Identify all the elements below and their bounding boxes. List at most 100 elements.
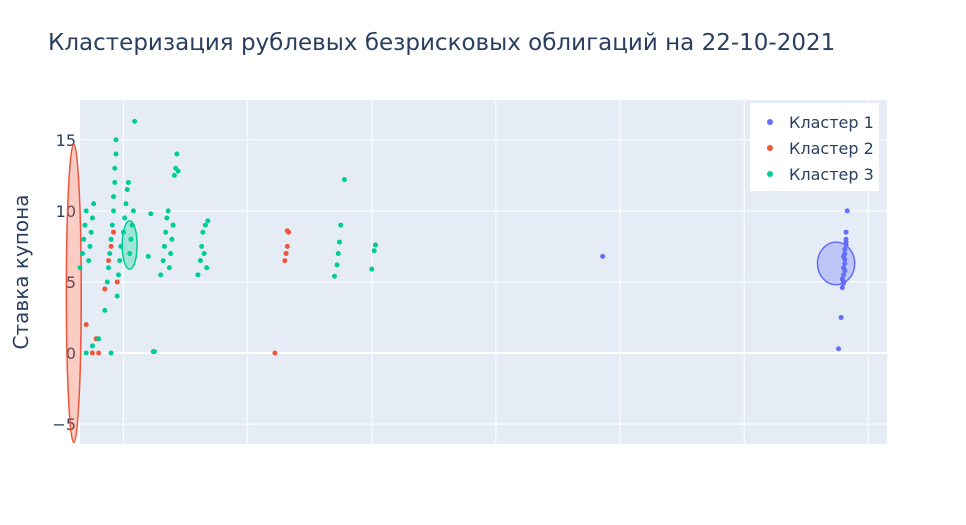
data-point-cluster-1 bbox=[842, 260, 848, 266]
data-point-cluster-1 bbox=[838, 314, 844, 320]
data-point-cluster-3 bbox=[158, 272, 164, 278]
legend-item-cluster3[interactable]: Кластер 3 bbox=[767, 165, 874, 184]
data-point-cluster-3 bbox=[117, 258, 123, 264]
data-point-cluster-3 bbox=[169, 236, 175, 242]
data-point-cluster-3 bbox=[83, 350, 89, 356]
data-point-cluster-3 bbox=[341, 177, 347, 183]
legend[interactable]: Кластер 1 Кластер 2 Кластер 3 bbox=[750, 103, 879, 191]
data-point-cluster-3 bbox=[205, 218, 211, 224]
data-point-cluster-2 bbox=[89, 350, 95, 356]
data-point-cluster-2 bbox=[111, 229, 117, 235]
data-point-cluster-3 bbox=[171, 172, 177, 178]
data-point-cluster-1 bbox=[839, 276, 845, 282]
legend-item-cluster1[interactable]: Кластер 1 bbox=[767, 113, 874, 132]
data-point-cluster-3 bbox=[369, 266, 375, 272]
data-point-cluster-3 bbox=[129, 222, 135, 228]
data-point-cluster-3 bbox=[115, 272, 121, 278]
data-point-cluster-3 bbox=[204, 265, 210, 271]
legend-label-cluster2: Кластер 2 bbox=[789, 139, 874, 158]
legend-item-cluster2[interactable]: Кластер 2 bbox=[767, 139, 874, 158]
data-point-cluster-2 bbox=[96, 350, 102, 356]
data-point-cluster-3 bbox=[87, 243, 93, 249]
data-point-cluster-3 bbox=[170, 222, 176, 228]
data-point-cluster-3 bbox=[148, 211, 154, 217]
data-point-cluster-3 bbox=[201, 251, 207, 257]
data-point-cluster-2 bbox=[114, 279, 120, 285]
chart-title: Кластеризация рублевых безрисковых облиг… bbox=[48, 30, 835, 56]
data-points bbox=[77, 118, 850, 356]
data-point-cluster-2 bbox=[284, 243, 290, 249]
y-tick-label: 5 bbox=[66, 273, 76, 292]
legend-marker-cluster1 bbox=[767, 119, 773, 125]
data-point-cluster-3 bbox=[132, 118, 138, 124]
data-point-cluster-1 bbox=[839, 285, 845, 291]
data-point-cluster-2 bbox=[108, 243, 114, 249]
data-point-cluster-1 bbox=[841, 272, 847, 278]
data-point-cluster-3 bbox=[175, 168, 181, 174]
data-point-cluster-3 bbox=[108, 350, 114, 356]
data-point-cluster-3 bbox=[89, 215, 95, 221]
data-point-cluster-3 bbox=[130, 208, 136, 214]
data-point-cluster-3 bbox=[108, 236, 114, 242]
data-point-cluster-2 bbox=[102, 286, 108, 292]
data-point-cluster-3 bbox=[96, 336, 102, 342]
data-point-cluster-1 bbox=[844, 208, 850, 214]
data-point-cluster-3 bbox=[123, 201, 129, 207]
data-point-cluster-3 bbox=[145, 253, 151, 259]
data-point-cluster-1 bbox=[843, 229, 849, 235]
legend-label-cluster1: Кластер 1 bbox=[789, 113, 874, 132]
data-point-cluster-1 bbox=[843, 239, 849, 245]
data-point-cluster-3 bbox=[113, 137, 119, 143]
data-point-cluster-3 bbox=[88, 229, 94, 235]
data-point-cluster-3 bbox=[114, 293, 120, 299]
legend-marker-cluster3 bbox=[767, 171, 773, 177]
data-point-cluster-3 bbox=[164, 215, 170, 221]
data-point-cluster-3 bbox=[200, 229, 206, 235]
legend-label-cluster3: Кластер 3 bbox=[789, 165, 874, 184]
y-tick-label: 0 bbox=[66, 344, 76, 363]
data-point-cluster-2 bbox=[283, 251, 289, 257]
data-point-cluster-3 bbox=[166, 265, 172, 271]
data-point-cluster-1 bbox=[841, 280, 847, 286]
data-point-cluster-3 bbox=[199, 243, 205, 249]
data-point-cluster-3 bbox=[82, 222, 88, 228]
data-point-cluster-3 bbox=[332, 273, 338, 279]
data-point-cluster-3 bbox=[174, 151, 180, 157]
data-point-cluster-3 bbox=[160, 258, 166, 264]
data-point-cluster-3 bbox=[120, 229, 126, 235]
y-tick-label: 15 bbox=[56, 131, 76, 150]
data-point-cluster-3 bbox=[112, 179, 118, 185]
data-point-cluster-3 bbox=[336, 239, 342, 245]
data-point-cluster-3 bbox=[91, 201, 97, 207]
data-point-cluster-3 bbox=[202, 222, 208, 228]
data-point-cluster-3 bbox=[107, 251, 113, 257]
data-point-cluster-3 bbox=[163, 229, 169, 235]
data-point-cluster-3 bbox=[168, 251, 174, 257]
data-point-cluster-3 bbox=[161, 243, 167, 249]
data-point-cluster-3 bbox=[102, 307, 108, 313]
cluster-ellipse-3 bbox=[121, 220, 138, 270]
data-point-cluster-3 bbox=[77, 265, 83, 271]
y-tick-label: 10 bbox=[56, 202, 76, 221]
data-point-cluster-3 bbox=[372, 242, 378, 248]
cluster-ellipse-2 bbox=[65, 143, 82, 444]
data-point-cluster-3 bbox=[89, 343, 95, 349]
data-point-cluster-3 bbox=[118, 243, 124, 249]
data-point-cluster-3 bbox=[111, 194, 117, 200]
data-point-cluster-3 bbox=[104, 279, 110, 285]
data-point-cluster-3 bbox=[195, 272, 201, 278]
data-point-cluster-3 bbox=[338, 222, 344, 228]
data-point-cluster-3 bbox=[86, 258, 92, 264]
data-point-cluster-3 bbox=[371, 248, 377, 254]
data-point-cluster-1 bbox=[842, 246, 848, 252]
data-point-cluster-3 bbox=[112, 165, 118, 171]
data-point-cluster-3 bbox=[128, 236, 134, 242]
data-point-cluster-3 bbox=[165, 208, 171, 214]
data-point-cluster-3 bbox=[109, 222, 115, 228]
data-point-cluster-3 bbox=[124, 187, 130, 193]
data-point-cluster-2 bbox=[282, 258, 288, 264]
y-axis-label: Ставка купона bbox=[9, 195, 33, 350]
data-point-cluster-3 bbox=[122, 215, 128, 221]
data-point-cluster-1 bbox=[600, 253, 606, 259]
data-point-cluster-1 bbox=[842, 268, 848, 274]
